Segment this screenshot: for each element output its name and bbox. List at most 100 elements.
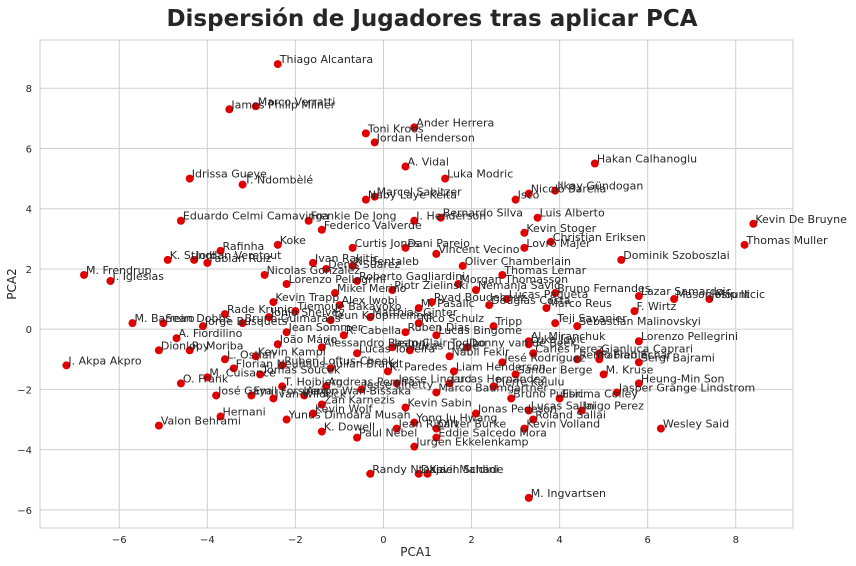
point-label: Lazar Samardzic xyxy=(641,285,732,298)
point-label: Ebrima Colley xyxy=(562,387,639,400)
point-label: M. Cuisance xyxy=(209,366,276,379)
scatter-point xyxy=(573,322,582,331)
point-label: Josip Ilicic xyxy=(710,288,765,301)
scatter-point xyxy=(392,424,401,433)
point-label: Dionlopy xyxy=(161,339,210,352)
scatter-point xyxy=(260,270,269,279)
scatter-point xyxy=(361,195,370,204)
y-tick-label: −4 xyxy=(17,446,32,457)
point-label: Sean Dobbs xyxy=(165,312,231,325)
point-label: Piotr Zielinski xyxy=(394,279,468,292)
scatter-point xyxy=(309,409,318,418)
point-label: Thomas Muller xyxy=(746,234,828,247)
point-label: Toni Kroos xyxy=(367,122,424,135)
point-label: Luka Jovic xyxy=(531,333,586,346)
point-label: Andreas Pereira xyxy=(328,375,415,388)
scatter-point xyxy=(449,367,458,376)
point-label: Ruben Loftus-Cheek xyxy=(284,354,395,367)
scatter-point xyxy=(414,469,423,478)
point-label: Kevin Trapp xyxy=(275,291,339,304)
scatter-point xyxy=(291,307,300,316)
point-label: Inigo Perez xyxy=(584,400,645,413)
point-label: Nicolas Gonzalez xyxy=(267,264,361,277)
scatter-point xyxy=(198,322,207,331)
point-label: Fabián Ruiz xyxy=(209,252,271,265)
scatter-point xyxy=(489,382,498,391)
scatter-point xyxy=(612,388,621,397)
point-label: Oliver Burke xyxy=(438,418,506,431)
scatter-point xyxy=(471,286,480,295)
scatter-point xyxy=(498,270,507,279)
scatter-point xyxy=(740,240,749,249)
scatter-point xyxy=(331,289,340,298)
scatter-point xyxy=(154,346,163,355)
scatter-point xyxy=(414,304,423,313)
point-label: K. Dowell xyxy=(324,421,375,434)
scatter-point xyxy=(203,258,212,267)
point-label: Dominik Szoboszlai xyxy=(623,249,729,262)
point-label: Jasper Grange Lindstrom xyxy=(618,381,755,394)
point-label: Ander Herrera xyxy=(416,116,494,129)
point-label: Christian Eriksen xyxy=(553,231,646,244)
grid-layer xyxy=(40,40,793,528)
scatter-point xyxy=(392,379,401,388)
scatter-point xyxy=(410,216,419,225)
scatter-point xyxy=(238,180,247,189)
scatter-point xyxy=(441,174,450,183)
scatter-point xyxy=(251,352,260,361)
scatter-point xyxy=(423,469,432,478)
point-label: L. Ostiafr xyxy=(227,348,277,361)
scatter-point xyxy=(322,382,331,391)
scatter-point xyxy=(454,280,463,288)
scatter-point xyxy=(445,379,454,388)
point-label: Nicolò Barella xyxy=(531,183,607,196)
point-label: Bruno Fernandes xyxy=(557,282,650,295)
y-axis-label: PCA2 xyxy=(5,268,19,299)
scatter-point xyxy=(498,358,507,367)
point-label: J. Henderson xyxy=(415,210,486,223)
point-label: Pierre Kalulu xyxy=(496,375,565,388)
scatter-point xyxy=(348,243,357,252)
point-label: Kevin Stoger xyxy=(526,222,596,235)
point-label: Lucas Hernandez xyxy=(452,372,547,385)
scatter-point xyxy=(617,255,626,264)
point-label: Marco Baumgartner xyxy=(438,381,548,394)
scatter-point xyxy=(62,361,71,370)
y-tick-label: −2 xyxy=(17,385,32,396)
scatter-point xyxy=(401,403,410,412)
y-tick-label: 4 xyxy=(26,205,32,216)
scatter-point xyxy=(401,328,410,337)
point-label: Kevin Kampl xyxy=(258,345,326,358)
point-label: Lovro Majer xyxy=(526,237,591,250)
point-label: Federico Valverde xyxy=(324,219,422,232)
scatter-point xyxy=(634,292,643,301)
point-label: Alex Iwobi xyxy=(341,294,397,307)
point-label: Rade Krunic xyxy=(227,303,293,316)
scatter-point xyxy=(256,370,265,379)
scatter-point xyxy=(273,340,282,349)
point-label: Dani Parejo xyxy=(407,237,470,250)
chart-title: Dispersión de Jugadores tras aplicar PCA xyxy=(166,6,697,32)
x-axis-label: PCA1 xyxy=(400,545,431,559)
point-label: Mason Mount xyxy=(676,288,750,301)
point-label: Lucas Digne xyxy=(412,339,479,352)
data-points xyxy=(62,60,758,502)
point-label: Tomas Soucek xyxy=(261,363,341,376)
point-label: Douglas Costa xyxy=(491,294,570,307)
scatter-point xyxy=(388,286,397,295)
scatter-point xyxy=(599,370,608,379)
scatter-point xyxy=(317,225,326,234)
point-label: Eddie Salcedo Mora xyxy=(438,427,547,440)
x-tick-label: −4 xyxy=(200,535,215,546)
point-label: Ivan Wildrick xyxy=(275,387,346,400)
point-label: Kevin Wolf xyxy=(315,403,373,416)
point-label: Florian Neuhaus xyxy=(236,357,326,370)
point-label: Gianluca Caprari xyxy=(601,342,693,355)
point-label: Jonjo Shelvey xyxy=(270,306,345,319)
point-label: Jonas Pedeson xyxy=(477,403,557,416)
scatter-point xyxy=(630,307,639,316)
scatter-point xyxy=(546,237,555,246)
point-label: Lorenzo Pellegrini xyxy=(289,273,386,286)
scatter-point xyxy=(520,228,529,237)
x-tick-label: −2 xyxy=(288,535,303,546)
